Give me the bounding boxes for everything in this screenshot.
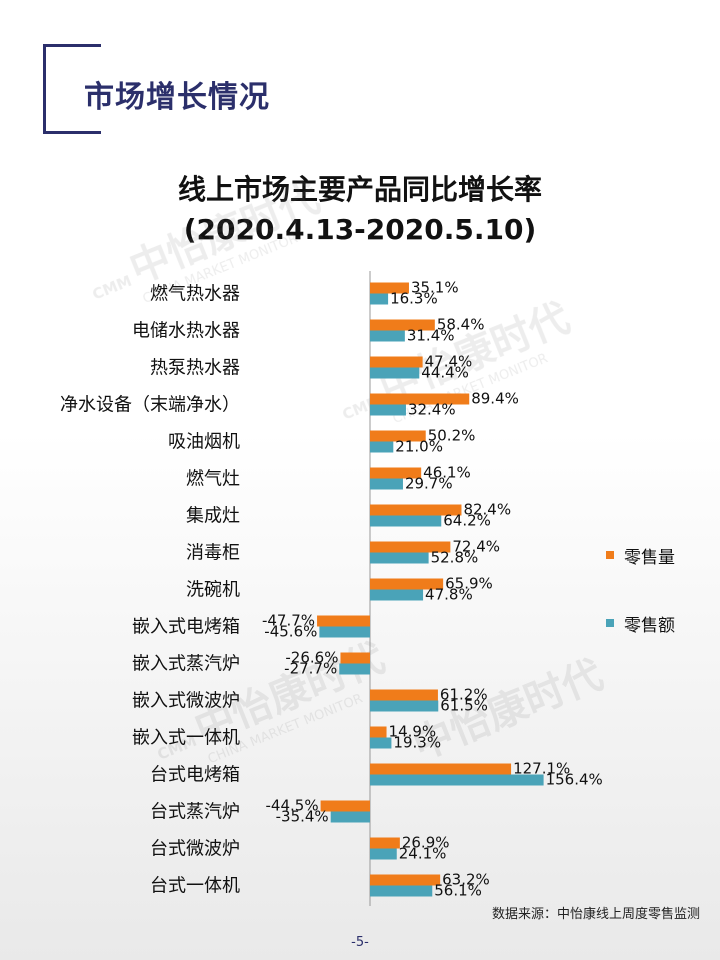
bar-retail-volume — [370, 356, 423, 368]
data-label: 32.4% — [408, 401, 456, 419]
bar-retail-value — [370, 478, 403, 490]
data-label: 58.4% — [437, 316, 485, 334]
category-label: 吸油烟机 — [168, 432, 240, 453]
bar-retail-volume — [370, 578, 444, 590]
bar-retail-value — [370, 589, 424, 601]
bar-retail-volume — [370, 282, 409, 294]
bar-retail-value — [370, 515, 442, 527]
data-label: 156.4% — [546, 771, 603, 789]
bar-retail-volume — [370, 874, 441, 886]
data-label: -35.4% — [276, 808, 329, 826]
page-title: 市场增长情况 — [84, 80, 270, 115]
page-number: -5- — [351, 935, 369, 950]
category-label: 净水设备（末端净水） — [60, 395, 240, 416]
bar-retail-value — [319, 626, 370, 638]
data-label: -47.7% — [262, 612, 315, 630]
data-label: 61.5% — [440, 697, 488, 715]
bar-retail-value — [370, 885, 433, 897]
bar-retail-value — [370, 441, 394, 453]
source-note: 数据来源：中怡康线上周度零售监测 — [491, 907, 700, 922]
data-label: 21.0% — [395, 438, 443, 456]
legend-label: 零售量 — [624, 547, 675, 568]
bar-retail-volume — [370, 467, 422, 479]
chart-title: 线上市场主要产品同比增长率 — [177, 173, 542, 206]
category-label: 消毒柜 — [186, 543, 240, 564]
data-label: 82.4% — [463, 501, 511, 519]
bar-retail-volume — [370, 504, 462, 516]
category-label: 嵌入式蒸汽炉 — [132, 654, 240, 675]
data-label: 89.4% — [471, 390, 519, 408]
data-label: 14.9% — [389, 723, 437, 741]
category-label: 台式一体机 — [150, 876, 240, 897]
data-label: 31.4% — [407, 327, 455, 345]
category-label: 燃气热水器 — [150, 284, 240, 305]
data-label: 63.2% — [442, 871, 490, 889]
data-label: 64.2% — [443, 512, 491, 530]
data-label: -44.5% — [266, 797, 319, 815]
data-label: 127.1% — [513, 760, 570, 778]
bar-retail-volume — [370, 689, 438, 701]
bar-retail-volume — [370, 726, 387, 738]
bar-retail-value — [370, 367, 420, 379]
data-label: 46.1% — [423, 464, 471, 482]
legend-item: 零售额 — [606, 611, 675, 636]
bar-retail-value — [339, 663, 370, 675]
category-label: 热泵热水器 — [150, 358, 240, 379]
category-label: 嵌入式微波炉 — [132, 691, 240, 712]
legend: 零售量 零售额 — [606, 543, 675, 679]
bar-retail-volume — [370, 837, 400, 849]
category-label: 台式蒸汽炉 — [150, 802, 240, 823]
bar-retail-volume — [320, 800, 370, 812]
data-label: 52.8% — [431, 549, 479, 567]
category-label: 电储水热水器 — [132, 321, 240, 342]
bar-retail-value — [370, 293, 389, 305]
data-label: 16.3% — [390, 290, 438, 308]
bar-retail-volume — [370, 763, 512, 775]
data-label: 19.3% — [393, 734, 441, 752]
data-label: 29.7% — [405, 475, 453, 493]
category-label: 洗碗机 — [186, 580, 240, 601]
data-label: 24.1% — [399, 845, 447, 863]
category-label: 台式微波炉 — [150, 839, 240, 860]
data-label: 65.9% — [445, 575, 493, 593]
bar-retail-value — [370, 848, 397, 860]
data-label: 44.4% — [421, 364, 469, 382]
bar-retail-volume — [370, 319, 435, 331]
data-label: 72.4% — [452, 538, 500, 556]
data-label: 61.2% — [440, 686, 488, 704]
bar-retail-value — [330, 811, 370, 823]
legend-label: 零售额 — [624, 615, 675, 636]
data-label: 50.2% — [428, 427, 476, 445]
header-bracket — [43, 44, 101, 134]
category-label: 嵌入式一体机 — [132, 728, 240, 749]
chart-subtitle: (2020.4.13-2020.5.10) — [183, 213, 537, 246]
bar-retail-volume — [340, 652, 370, 664]
data-label: 47.8% — [425, 586, 473, 604]
data-label: 56.1% — [434, 882, 482, 900]
category-label: 台式电烤箱 — [150, 765, 240, 786]
bar-retail-volume — [370, 430, 426, 442]
bar-retail-value — [370, 330, 405, 342]
bar-retail-value — [370, 737, 392, 749]
bar-retail-value — [370, 404, 406, 416]
data-label: 35.1% — [411, 279, 459, 297]
bar-retail-value — [370, 700, 439, 712]
category-label: 集成灶 — [186, 506, 240, 527]
bar-retail-volume — [370, 393, 470, 405]
category-label: 嵌入式电烤箱 — [132, 617, 240, 638]
bar-retail-value — [370, 552, 429, 564]
data-label: -26.6% — [285, 649, 338, 667]
data-label: 47.4% — [425, 353, 473, 371]
bar-retail-value — [370, 774, 544, 786]
data-label: -27.7% — [284, 660, 337, 678]
legend-swatch-retail-volume — [606, 551, 614, 559]
category-label: 燃气灶 — [186, 469, 240, 490]
legend-swatch-retail-value — [606, 619, 614, 627]
bar-retail-volume — [370, 541, 451, 553]
bar-retail-volume — [317, 615, 370, 627]
data-label: 26.9% — [402, 834, 450, 852]
legend-item: 零售量 — [606, 543, 675, 568]
data-label: -45.6% — [264, 623, 317, 641]
